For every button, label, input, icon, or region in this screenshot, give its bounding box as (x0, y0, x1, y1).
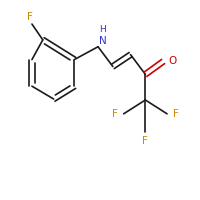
Text: O: O (168, 56, 176, 66)
Text: F: F (142, 136, 148, 146)
Text: F: F (27, 12, 33, 22)
Text: N: N (99, 36, 107, 46)
Text: H: H (99, 25, 106, 34)
Text: F: F (112, 109, 118, 119)
Text: F: F (173, 109, 179, 119)
